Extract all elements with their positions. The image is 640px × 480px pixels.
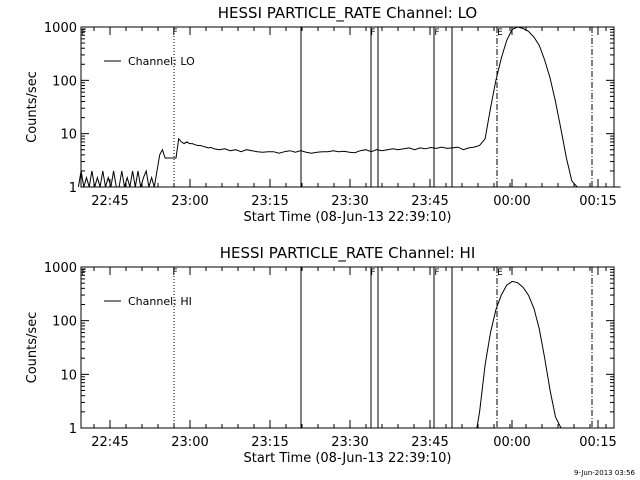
x-tick-label: 00:15 bbox=[579, 435, 616, 450]
y-axis-label: Counts/sec bbox=[25, 71, 40, 143]
flag-label: F bbox=[434, 28, 439, 38]
x-tick-label: 23:00 bbox=[171, 194, 208, 209]
flag-label: F bbox=[172, 28, 177, 38]
x-tick-label: 23:15 bbox=[251, 194, 288, 209]
y-tick-label: 100 bbox=[52, 315, 77, 330]
x-tick-label: 00:00 bbox=[493, 435, 530, 450]
x-tick-label: 22:45 bbox=[91, 435, 128, 450]
y-tick-label: 1 bbox=[69, 422, 77, 437]
flag-label: F bbox=[434, 268, 439, 278]
x-tick-label: 23:15 bbox=[251, 435, 288, 450]
plot-frame bbox=[80, 266, 615, 429]
x-tick-label: 23:45 bbox=[411, 435, 448, 450]
series-line bbox=[77, 26, 621, 188]
y-tick-label: 10 bbox=[60, 368, 77, 383]
y-tick-label: 1000 bbox=[44, 261, 77, 276]
flag-label: F bbox=[172, 268, 177, 278]
chart-title: HESSI PARTICLE_RATE Channel: LO bbox=[218, 4, 477, 23]
y-tick-label: 10 bbox=[60, 128, 77, 143]
flag-label: E bbox=[497, 268, 503, 278]
y-tick-label: 1 bbox=[69, 181, 77, 196]
x-axis-label: Start Time (08-Jun-13 22:39:10) bbox=[244, 451, 452, 466]
x-tick-label: 23:30 bbox=[331, 435, 368, 450]
x-axis-label: Start Time (08-Jun-13 22:39:10) bbox=[244, 210, 452, 225]
y-tick-label: 100 bbox=[52, 74, 77, 89]
legend-label: Channel: LO bbox=[128, 55, 195, 68]
flag-label: F bbox=[81, 268, 86, 278]
x-tick-label: 22:45 bbox=[91, 194, 128, 209]
x-tick-label: 23:00 bbox=[171, 435, 208, 450]
flag-label: E bbox=[497, 28, 503, 38]
flag-label: F bbox=[81, 28, 86, 38]
x-tick-label: 23:30 bbox=[331, 194, 368, 209]
x-tick-label: 23:45 bbox=[411, 194, 448, 209]
y-axis-label: Counts/sec bbox=[25, 312, 40, 384]
plot-frame bbox=[80, 26, 615, 188]
flag-label: F bbox=[370, 28, 375, 38]
chart-title: HESSI PARTICLE_RATE Channel: HI bbox=[220, 244, 476, 263]
x-tick-label: 00:15 bbox=[579, 194, 616, 209]
flag-label: F bbox=[370, 268, 375, 278]
legend-label: Channel: HI bbox=[128, 295, 192, 308]
x-tick-label: 00:00 bbox=[493, 194, 530, 209]
y-tick-label: 1000 bbox=[44, 21, 77, 36]
footer-date: 9-Jun-2013 03:56 bbox=[573, 469, 635, 477]
series-line bbox=[476, 280, 562, 429]
